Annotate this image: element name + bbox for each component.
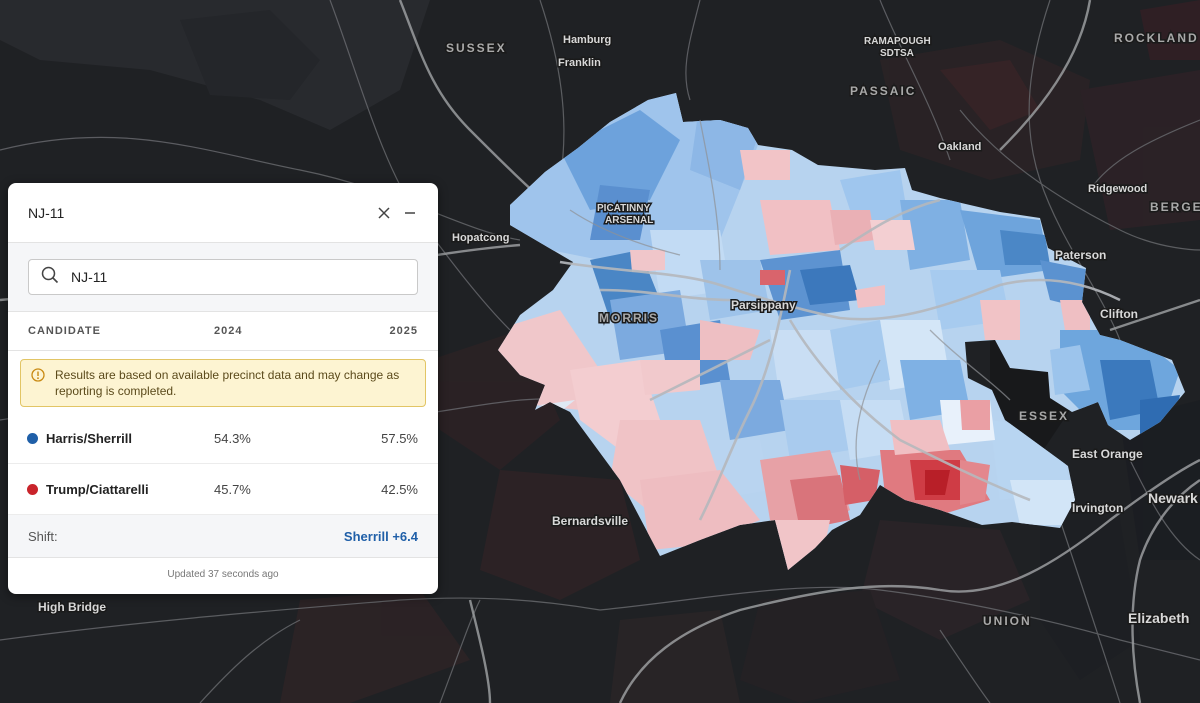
panel-title: NJ-11 bbox=[28, 204, 65, 221]
close-icon[interactable] bbox=[376, 205, 392, 221]
map-label-parsippany: Parsippany bbox=[731, 298, 796, 312]
map-label-picatinny-2: ARSENAL bbox=[605, 215, 653, 226]
map-label-elizabeth: Elizabeth bbox=[1128, 610, 1189, 626]
map-label-franklin: Franklin bbox=[558, 57, 601, 69]
results-panel: NJ-11 CANDIDATE 2024 2025 Results are bbox=[8, 183, 438, 594]
panel-controls bbox=[376, 205, 418, 221]
map-label-oakland: Oakland bbox=[938, 141, 981, 153]
search-input[interactable] bbox=[69, 268, 405, 286]
map-label-union: UNION bbox=[983, 614, 1032, 628]
candidate-row-trump: Trump/Ciattarelli 45.7% 42.5% bbox=[8, 464, 438, 515]
map-label-essex: ESSEX bbox=[1019, 409, 1069, 423]
column-2024: 2024 bbox=[214, 325, 243, 337]
value-2025: 57.5% bbox=[381, 430, 418, 446]
candidate-name: Trump/Ciattarelli bbox=[27, 481, 214, 497]
search-box[interactable] bbox=[28, 259, 418, 295]
dem-color-dot bbox=[27, 432, 38, 444]
candidate-label: Trump/Ciattarelli bbox=[46, 481, 149, 497]
map-label-ridgewood: Ridgewood bbox=[1088, 183, 1147, 195]
map-label-rockland: ROCKLAND bbox=[1114, 31, 1199, 45]
map-label-paterson: Paterson bbox=[1055, 248, 1106, 262]
map-label-hamburg: Hamburg bbox=[563, 34, 611, 46]
value-2025: 42.5% bbox=[381, 481, 418, 497]
shift-value: Sherrill +6.4 bbox=[343, 528, 418, 544]
map-label-ramapough-2: SDTSA bbox=[880, 48, 914, 59]
candidate-label: Harris/Sherrill bbox=[46, 430, 132, 446]
rep-color-dot bbox=[27, 483, 38, 495]
notice-text: Results are based on available precinct … bbox=[55, 368, 400, 398]
map-label-bernardsville: Bernardsville bbox=[552, 514, 628, 528]
map-label-clifton: Clifton bbox=[1100, 307, 1138, 321]
minimize-icon[interactable] bbox=[402, 205, 418, 221]
column-candidate: CANDIDATE bbox=[28, 325, 101, 337]
map-label-irvington: Irvington bbox=[1072, 501, 1123, 515]
map-label-morris: MORRIS bbox=[599, 311, 659, 325]
map-label-bergen: BERGEN bbox=[1150, 200, 1200, 214]
value-2024: 45.7% bbox=[214, 481, 251, 497]
candidate-name: Harris/Sherrill bbox=[27, 430, 214, 446]
map-label-ramapough-1: RAMAPOUGH bbox=[864, 36, 931, 47]
search-area bbox=[8, 243, 438, 312]
panel-header: NJ-11 bbox=[8, 183, 438, 243]
notice-area: Results are based on available precinct … bbox=[8, 351, 438, 413]
map-label-hopatcong: Hopatcong bbox=[452, 232, 509, 244]
map-label-high-bridge: High Bridge bbox=[38, 600, 106, 614]
search-icon bbox=[41, 266, 59, 289]
value-2024: 54.3% bbox=[214, 430, 251, 446]
map-label-east-orange: East Orange bbox=[1072, 447, 1143, 461]
map-label-newark: Newark bbox=[1148, 490, 1198, 506]
column-2025: 2025 bbox=[389, 325, 418, 337]
map-label-passaic: PASSAIC bbox=[850, 84, 916, 98]
column-header: CANDIDATE 2024 2025 bbox=[8, 312, 438, 351]
map-label-sussex: SUSSEX bbox=[446, 41, 507, 55]
shift-row: Shift: Sherrill +6.4 bbox=[8, 515, 438, 558]
candidate-row-harris: Harris/Sherrill 54.3% 57.5% bbox=[8, 413, 438, 464]
warning-icon bbox=[31, 368, 45, 386]
shift-label: Shift: bbox=[28, 528, 58, 544]
notice-banner: Results are based on available precinct … bbox=[20, 359, 426, 407]
updated-timestamp: Updated 37 seconds ago bbox=[167, 569, 279, 580]
map-label-picatinny-1: PICATINNY bbox=[597, 203, 650, 214]
